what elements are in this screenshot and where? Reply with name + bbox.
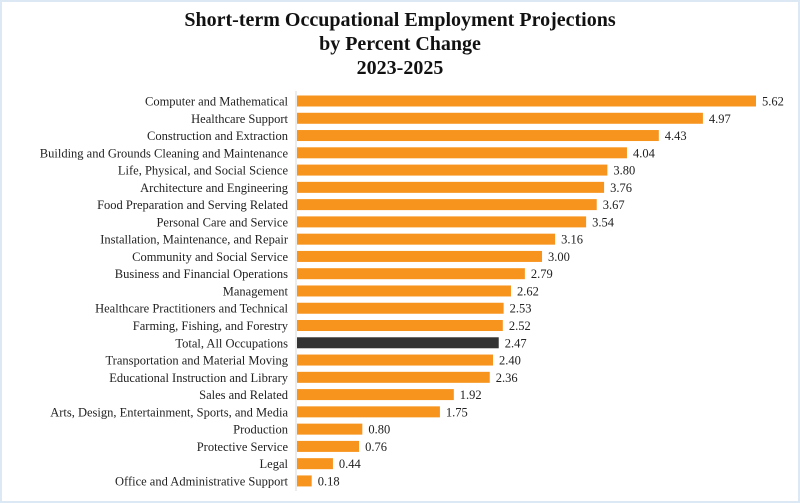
category-label: Management xyxy=(223,284,289,298)
value-label: 1.92 xyxy=(460,388,482,402)
bar-total xyxy=(297,337,499,349)
bar xyxy=(297,181,605,193)
value-label: 2.36 xyxy=(496,371,518,385)
value-label: 3.80 xyxy=(613,164,635,178)
value-label: 2.47 xyxy=(505,336,527,350)
bar xyxy=(297,458,333,470)
bar xyxy=(297,199,597,211)
category-label: Community and Social Service xyxy=(132,250,288,264)
category-label: Business and Financial Operations xyxy=(115,267,288,281)
category-label: Farming, Fishing, and Forestry xyxy=(133,319,289,333)
value-label: 5.62 xyxy=(762,95,784,109)
value-label: 3.16 xyxy=(561,233,583,247)
bar xyxy=(297,130,659,142)
category-label: Legal xyxy=(260,457,289,471)
value-label: 3.54 xyxy=(592,215,615,229)
bar xyxy=(297,250,543,262)
value-label: 4.97 xyxy=(709,112,731,126)
chart-title-line-1: Short-term Occupational Employment Proje… xyxy=(184,9,616,31)
bar xyxy=(297,320,503,332)
category-label: Building and Grounds Cleaning and Mainte… xyxy=(40,146,289,160)
bar xyxy=(297,112,703,124)
value-label: 2.53 xyxy=(510,302,532,316)
category-label: Architecture and Engineering xyxy=(140,181,289,195)
value-label: 0.76 xyxy=(365,440,387,454)
bar xyxy=(297,233,556,245)
category-label: Transportation and Material Moving xyxy=(105,354,288,368)
bar xyxy=(297,475,312,487)
bar xyxy=(297,371,490,383)
bar xyxy=(297,440,360,452)
bar xyxy=(297,302,504,314)
bar xyxy=(297,95,756,107)
value-label: 4.43 xyxy=(665,129,687,143)
bar xyxy=(297,216,587,228)
value-label: 2.52 xyxy=(509,319,531,333)
value-label: 1.75 xyxy=(446,405,468,419)
category-label: Office and Administrative Support xyxy=(115,474,289,488)
category-label: Arts, Design, Entertainment, Sports, and… xyxy=(50,405,288,419)
value-label: 0.80 xyxy=(368,423,390,437)
value-label: 3.00 xyxy=(548,250,570,264)
chart-title-line-2: by Percent Change xyxy=(319,33,481,55)
bar xyxy=(297,354,494,366)
value-label: 3.67 xyxy=(603,198,625,212)
category-label: Construction and Extraction xyxy=(147,129,289,143)
bar xyxy=(297,406,440,418)
category-label: Food Preparation and Serving Related xyxy=(97,198,289,212)
value-label: 3.76 xyxy=(610,181,632,195)
category-label: Protective Service xyxy=(197,440,289,454)
chart-title: Short-term Occupational Employment Proje… xyxy=(0,8,800,80)
value-label: 2.62 xyxy=(517,284,539,298)
category-label: Personal Care and Service xyxy=(156,215,288,229)
category-label: Sales and Related xyxy=(199,388,289,402)
bar xyxy=(297,389,454,401)
category-label: Educational Instruction and Library xyxy=(109,371,289,385)
category-label: Healthcare Support xyxy=(191,112,288,126)
category-label: Total, All Occupations xyxy=(175,336,288,350)
category-label: Installation, Maintenance, and Repair xyxy=(100,233,289,247)
category-label: Computer and Mathematical xyxy=(145,95,289,109)
value-label: 2.79 xyxy=(531,267,553,281)
value-label: 2.40 xyxy=(499,354,521,368)
value-label: 4.04 xyxy=(633,146,656,160)
category-label: Life, Physical, and Social Science xyxy=(118,164,289,178)
bar xyxy=(297,147,627,159)
bar xyxy=(297,285,511,297)
bar xyxy=(297,164,608,176)
bar xyxy=(297,423,363,435)
value-label: 0.18 xyxy=(318,474,340,488)
category-label: Healthcare Practitioners and Technical xyxy=(95,302,288,316)
value-label: 0.44 xyxy=(339,457,362,471)
chart-title-line-3: 2023-2025 xyxy=(356,57,444,79)
category-label: Production xyxy=(233,423,289,437)
bar xyxy=(297,268,525,280)
